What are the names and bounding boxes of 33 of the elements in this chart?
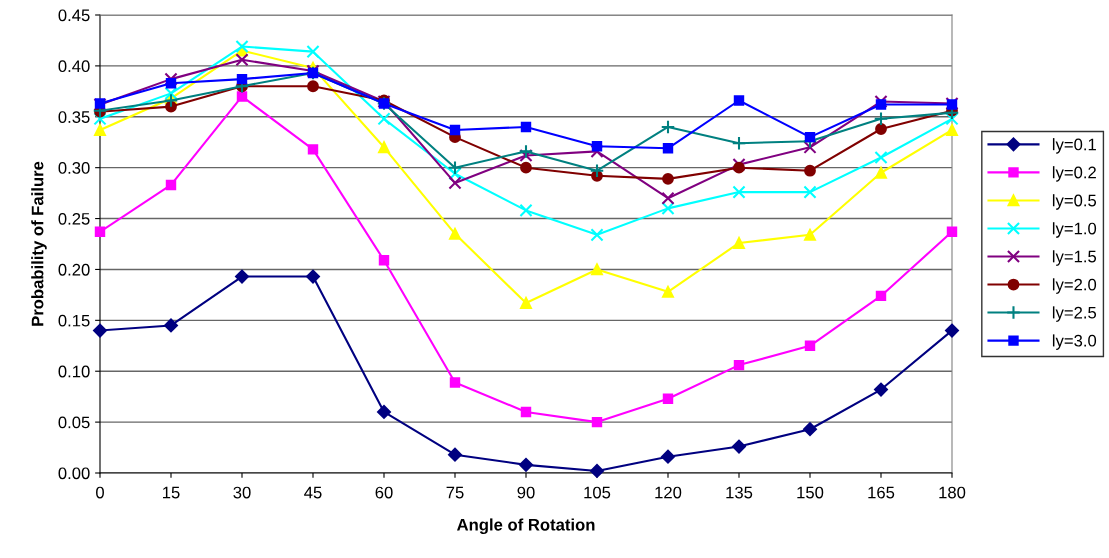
x-axis-title: Angle of Rotation xyxy=(456,518,595,535)
x-tick-label: 105 xyxy=(584,486,611,499)
legend-label: ly=1.5 xyxy=(1052,250,1097,266)
x-tick-label: 60 xyxy=(375,486,393,499)
x-tick-label: 90 xyxy=(517,486,535,499)
x-tick-label: 180 xyxy=(939,486,966,499)
legend-label: ly=3.0 xyxy=(1052,334,1097,350)
legend-label: ly=1.0 xyxy=(1052,222,1097,238)
y-tick-label: 0.30 xyxy=(58,162,90,174)
y-tick-label: 0.35 xyxy=(58,111,90,123)
x-tick-label: 45 xyxy=(304,486,322,499)
x-tick-label: 150 xyxy=(797,486,824,499)
x-tick-label: 120 xyxy=(655,486,682,499)
legend-label: ly=0.2 xyxy=(1052,166,1096,182)
legend-label: ly=2.0 xyxy=(1052,278,1097,294)
y-tick-label: 0.10 xyxy=(58,365,90,378)
y-tick-label: 0.20 xyxy=(58,263,90,276)
y-axis-title: Probability of Failure xyxy=(31,161,47,326)
x-tick-label: 75 xyxy=(446,486,464,499)
y-tick-label: 0.25 xyxy=(58,212,90,225)
x-tick-label: 15 xyxy=(163,486,180,499)
legend-label: ly=0.1 xyxy=(1052,138,1096,154)
x-tick-label: 30 xyxy=(233,486,251,499)
y-tick-label: 0.15 xyxy=(58,314,90,327)
y-tick-label: 0.40 xyxy=(58,60,90,73)
x-tick-label: 135 xyxy=(726,486,753,499)
legend-label: ly=2.5 xyxy=(1052,306,1097,322)
y-tick-label: 0.45 xyxy=(58,9,90,22)
legend-label: ly=0.5 xyxy=(1052,194,1097,210)
x-tick-label: 0 xyxy=(96,486,104,499)
x-tick-label: 165 xyxy=(868,486,895,499)
y-tick-label: 0.00 xyxy=(58,467,90,480)
y-tick-label: 0.05 xyxy=(58,416,90,429)
